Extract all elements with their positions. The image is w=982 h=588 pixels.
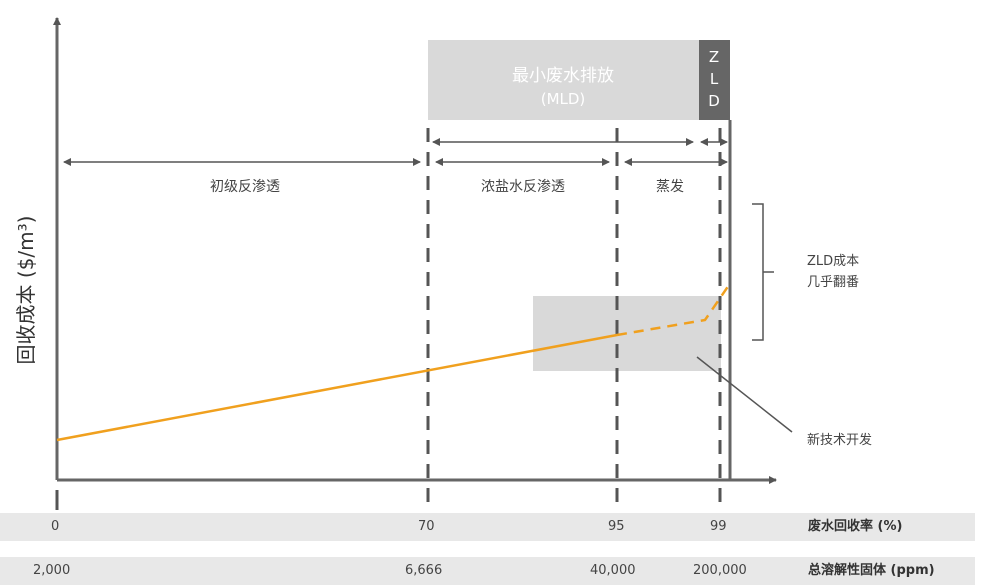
y-axis-label: 回收成本 ($/m³) (14, 216, 38, 365)
recovery-rate-label: 废水回收率 (%) (808, 519, 903, 534)
cost-curve-dashed (616, 281, 733, 337)
evaporation-label: 蒸发 (656, 179, 684, 195)
zld-zone-box (699, 40, 730, 120)
zld-letter-l: L (710, 70, 719, 88)
tds-tick-40000: 40,000 (590, 563, 636, 578)
tds-label: 总溶解性固体 (ppm) (808, 563, 935, 578)
zld-letter-d: D (708, 92, 720, 110)
tds-tick-6666: 6,666 (405, 563, 443, 578)
mld-zone-box (428, 40, 699, 120)
primary-ro-label: 初级反渗透 (210, 178, 280, 195)
recovery-tick-70: 70 (418, 519, 435, 534)
zld-cost-label-line1: ZLD成本 (807, 254, 859, 269)
zld-cost-bracket (752, 203, 774, 341)
mld-title: 最小废水排放 (512, 66, 614, 86)
new-tech-callout-line (696, 356, 793, 433)
zld-cost-label-line2: 几乎翻番 (807, 275, 859, 290)
new-tech-label: 新技术开发 (807, 432, 872, 448)
zld-letter-z: Z (709, 48, 719, 66)
mld-subtitle: (MLD) (541, 90, 586, 108)
brine-ro-label: 浓盐水反渗透 (481, 179, 565, 195)
tds-band (0, 557, 975, 585)
tds-tick-200000: 200,000 (693, 563, 747, 578)
recovery-tick-0: 0 (51, 519, 60, 534)
recovery-tick-95: 95 (608, 519, 625, 534)
tds-tick-2000: 2,000 (33, 563, 71, 578)
recovery-rate-band (0, 513, 975, 541)
cost-curve-solid (56, 333, 618, 442)
recovery-tick-99: 99 (710, 519, 727, 534)
new-tech-highlight-box (533, 296, 721, 371)
